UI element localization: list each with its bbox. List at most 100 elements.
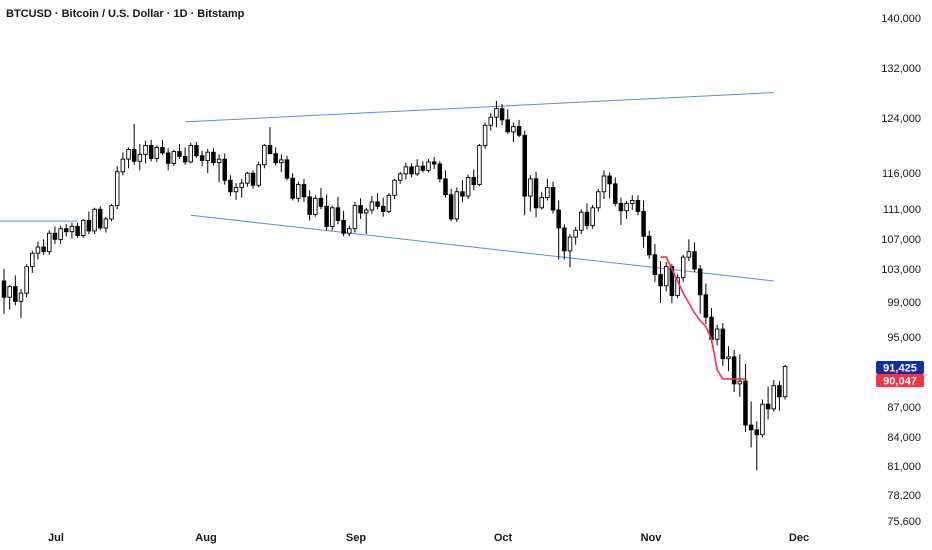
candle-55 <box>313 195 318 217</box>
candle-body <box>239 182 244 188</box>
price-axis[interactable]: 140,000 132,000 124,000 116,000 111,000 107,0… <box>881 13 921 528</box>
stop-price-tag-label: 90,047 <box>883 376 917 388</box>
candle-body <box>64 228 69 233</box>
candle-body <box>7 286 12 298</box>
time-axis[interactable]: Jul Aug Sep Oct Nov Dec <box>48 532 809 544</box>
candle-47 <box>267 127 273 155</box>
candle-body <box>765 403 771 410</box>
candle-body <box>641 211 646 237</box>
candle-109 <box>618 197 624 225</box>
candle-body <box>330 207 335 227</box>
candle-body <box>228 179 233 193</box>
candle-body <box>409 166 414 175</box>
candle-52 <box>296 181 301 202</box>
candle-67 <box>380 197 386 217</box>
candle-body <box>488 116 494 126</box>
candle-body <box>143 144 148 155</box>
x-tick-label: Dec <box>789 532 809 544</box>
candle-74 <box>420 161 426 173</box>
candle-70 <box>397 171 403 184</box>
candle-body <box>52 232 58 240</box>
candle-117 <box>663 261 669 292</box>
candle-66 <box>375 193 380 210</box>
candle-body <box>75 225 80 236</box>
candle-body <box>624 202 629 212</box>
candle-body <box>313 197 318 215</box>
candle-95 <box>539 191 544 210</box>
candle-body <box>92 208 97 232</box>
candle-body <box>596 191 601 209</box>
candle-body <box>584 211 590 227</box>
candle-body <box>420 165 426 171</box>
candle-body <box>347 228 352 234</box>
candle-60 <box>341 210 346 237</box>
candle-82 <box>465 174 471 200</box>
candle-body <box>324 205 329 227</box>
candle-body <box>528 178 533 197</box>
y-tick-label: 75,600 <box>887 516 921 528</box>
candle-3 <box>18 289 24 319</box>
candle-34 <box>194 142 199 158</box>
y-tick-label: 78,200 <box>887 490 921 502</box>
candle-102 <box>579 209 584 234</box>
trailing-stop-line <box>660 256 746 380</box>
candle-body <box>369 201 375 211</box>
candle-7 <box>41 239 46 255</box>
candle-106 <box>601 170 607 200</box>
candle-45 <box>256 161 261 188</box>
y-tick-label: 84,000 <box>887 432 921 444</box>
candle-59 <box>335 196 341 225</box>
x-tick-label: Aug <box>195 532 216 544</box>
candle-81 <box>460 180 465 202</box>
candle-body <box>579 211 584 231</box>
last-price-tag-bg <box>876 361 924 374</box>
candle-body <box>301 184 307 198</box>
candle-body <box>199 155 205 162</box>
candle-body <box>137 153 143 162</box>
last-price-tag: 91,425 <box>876 361 924 375</box>
candle-9 <box>52 226 58 244</box>
candle-76 <box>431 157 437 169</box>
candle-body <box>482 124 488 146</box>
candle-87 <box>494 100 499 128</box>
candle-121 <box>686 239 692 262</box>
candle-71 <box>403 162 409 180</box>
candle-body <box>607 175 612 185</box>
candle-body <box>114 171 120 207</box>
y-tick-label: 116,000 <box>882 168 921 180</box>
candle-48 <box>273 147 278 166</box>
candle-88 <box>499 104 505 126</box>
candle-body <box>443 178 448 196</box>
candle-115 <box>652 243 658 282</box>
candle-127 <box>720 323 726 366</box>
candle-body <box>318 197 324 207</box>
candle-body <box>635 200 641 212</box>
candle-body <box>652 254 658 275</box>
candle-22 <box>126 147 131 169</box>
candle-120 <box>680 254 686 282</box>
candle-body <box>177 151 182 157</box>
candle-83 <box>471 169 477 191</box>
candle-46 <box>262 144 267 169</box>
candle-123 <box>697 264 703 314</box>
candle-body <box>426 161 431 171</box>
candle-body <box>550 186 556 211</box>
last-price-tag-label: 91,425 <box>883 363 917 375</box>
candle-41 <box>233 183 239 200</box>
candle-body <box>13 286 18 302</box>
candle-body <box>703 294 709 318</box>
candle-body <box>307 196 312 215</box>
y-tick-label: 81,000 <box>887 461 921 473</box>
candle-50 <box>284 155 290 181</box>
candle-51 <box>290 173 295 201</box>
candle-body <box>567 236 573 252</box>
candle-body <box>205 151 211 162</box>
candle-body <box>573 229 578 238</box>
candle-body <box>284 159 290 179</box>
candle-body <box>680 256 686 279</box>
candle-body <box>222 158 227 181</box>
candle-128 <box>726 346 731 372</box>
candle-body <box>380 205 386 212</box>
candle-111 <box>630 195 635 211</box>
